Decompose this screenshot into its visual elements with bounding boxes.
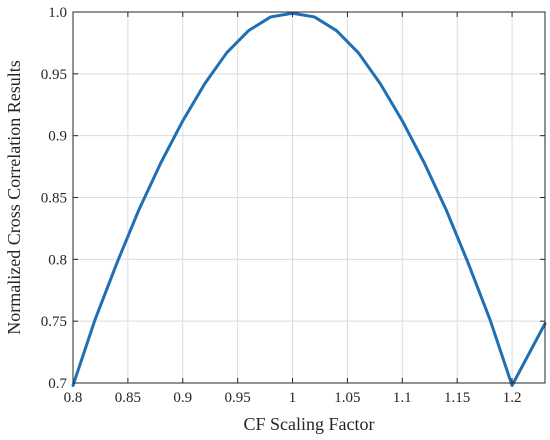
- x-tick-labels: 0.8 0.85 0.9 0.95 1 1.05 1.1 1.15 1.2: [64, 390, 522, 406]
- x-tick-label: 0.8: [64, 390, 83, 406]
- grid: [72, 11, 545, 384]
- y-tick-label: 0.75: [41, 314, 67, 330]
- series-layer: [71, 11, 547, 387]
- x-tick-label: 0.95: [225, 390, 251, 406]
- tick-marks: [72, 11, 545, 384]
- y-tick-label: 0.7: [48, 376, 67, 392]
- x-tick-label: 1.2: [503, 390, 522, 406]
- x-axis-label: CF Scaling Factor: [244, 414, 375, 434]
- y-tick-label: 0.9: [48, 129, 67, 145]
- x-tick-label: 1: [289, 390, 297, 406]
- y-tick-label: 0.95: [41, 67, 67, 83]
- x-tick-label: 1.05: [334, 390, 360, 406]
- x-tick-label: 0.9: [173, 390, 192, 406]
- series-line: [71, 11, 547, 387]
- x-tick-label: 1.15: [444, 390, 470, 406]
- y-tick-label: 0.85: [41, 191, 67, 207]
- y-tick-label: 1.0: [48, 5, 67, 21]
- y-axis-label: Normalized Cross Correlation Results: [4, 60, 24, 334]
- x-tick-label: 1.1: [393, 390, 412, 406]
- y-tick-labels: 0.7 0.75 0.8 0.85 0.9 0.95 1.0: [41, 5, 68, 392]
- x-tick-label: 0.85: [115, 390, 141, 406]
- y-tick-label: 0.8: [48, 252, 67, 268]
